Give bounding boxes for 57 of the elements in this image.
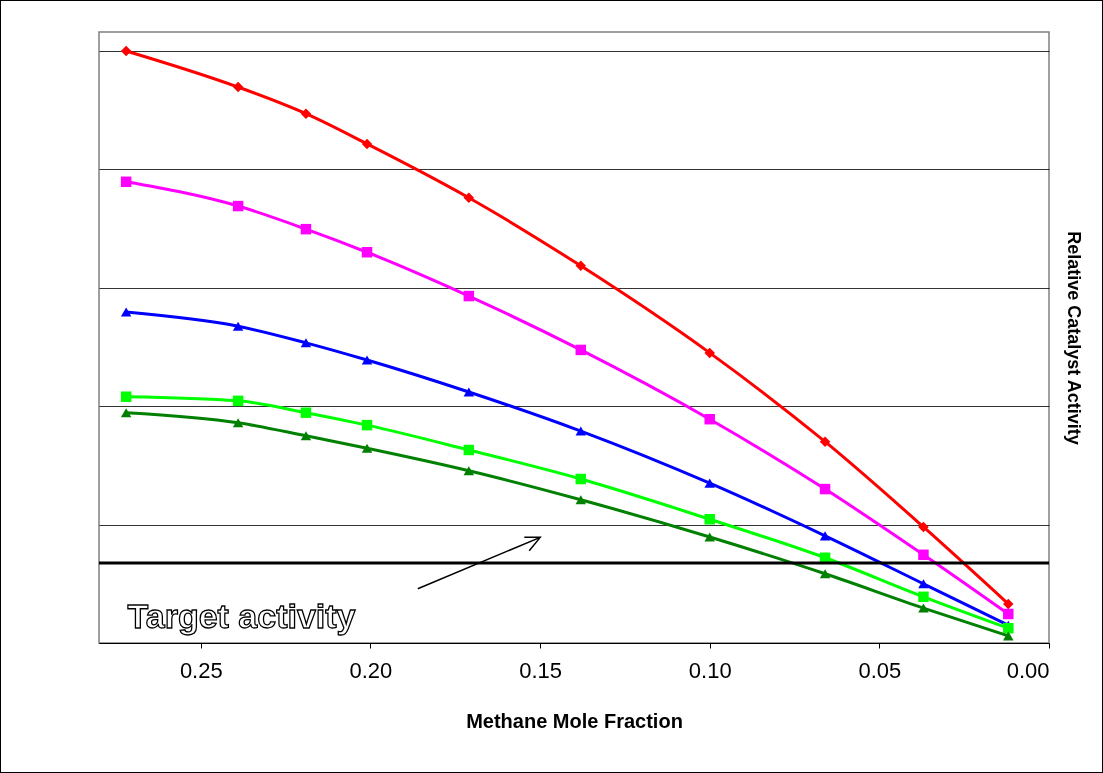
point	[361, 355, 373, 365]
point	[463, 466, 475, 476]
point	[918, 579, 929, 589]
point	[1003, 631, 1014, 641]
point	[361, 419, 373, 431]
point	[575, 426, 587, 436]
point	[361, 138, 373, 150]
x-tick-label: 0.05	[858, 657, 902, 683]
point	[463, 387, 475, 397]
point	[575, 495, 587, 505]
point	[232, 200, 244, 212]
point	[575, 473, 587, 485]
point	[361, 247, 373, 258]
point	[300, 338, 312, 348]
x-tick-label: 0.15	[519, 657, 562, 683]
point	[300, 108, 312, 119]
point	[918, 603, 929, 613]
point	[704, 532, 715, 542]
point	[463, 444, 475, 456]
point	[232, 395, 244, 407]
point	[819, 569, 831, 579]
ref-line-label: Target activity	[127, 597, 356, 636]
x-tick-label: 0.20	[349, 657, 393, 683]
x-tick-label: 0.10	[688, 657, 732, 683]
point	[463, 192, 475, 204]
x-tick-label: 0.25	[179, 657, 223, 683]
point	[1003, 608, 1014, 620]
point	[300, 407, 312, 418]
point	[575, 344, 587, 356]
point	[120, 45, 132, 57]
point	[232, 81, 244, 93]
point	[300, 223, 312, 235]
point	[463, 290, 475, 302]
point	[232, 418, 244, 428]
point	[120, 391, 132, 402]
y-axis-title: Relative Catalyst Activity	[1063, 231, 1084, 445]
point	[918, 521, 929, 533]
point	[704, 347, 715, 359]
point	[575, 260, 587, 272]
point	[918, 591, 929, 603]
point	[1003, 598, 1014, 610]
point	[819, 483, 831, 495]
x-axis-title: Methane Mole Fraction	[466, 709, 683, 732]
point	[232, 321, 244, 331]
point	[918, 549, 929, 561]
point	[361, 443, 373, 453]
point	[704, 413, 715, 425]
point	[704, 478, 715, 488]
point	[120, 176, 132, 188]
point	[1003, 622, 1014, 634]
point	[819, 531, 831, 541]
point	[819, 436, 831, 447]
point	[704, 514, 715, 525]
point	[120, 307, 132, 317]
x-tick-label: 0.00	[1006, 657, 1050, 683]
point	[120, 408, 132, 418]
point	[300, 431, 312, 441]
